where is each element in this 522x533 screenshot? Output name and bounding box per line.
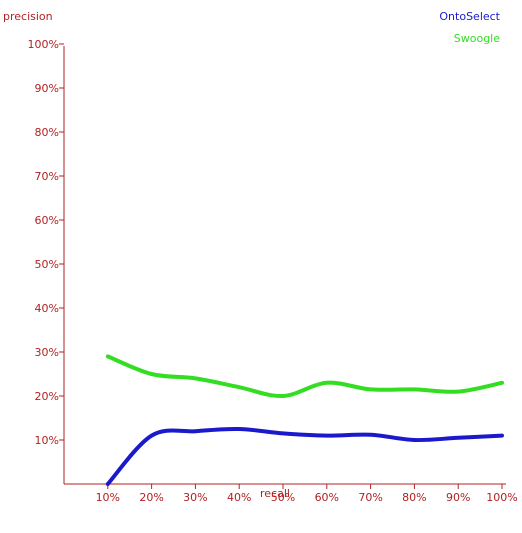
x-tick-label: 20% — [139, 491, 163, 504]
x-tick-label: 10% — [96, 491, 120, 504]
x-tick-label: 90% — [446, 491, 470, 504]
axes — [63, 46, 506, 485]
x-tick-label: 30% — [183, 491, 207, 504]
series-line-swoogle — [105, 354, 504, 399]
x-axis-label: recall — [260, 487, 290, 500]
y-tick-label: 80% — [35, 126, 59, 139]
y-tick-label: 100% — [28, 38, 59, 51]
legend: OntoSelect Swoogle — [439, 10, 500, 45]
x-tick-label: 40% — [227, 491, 251, 504]
y-tick-label: 50% — [35, 258, 59, 271]
y-tick-label: 10% — [35, 434, 59, 447]
x-tick-label: 80% — [402, 491, 426, 504]
x-tick-label: 100% — [486, 491, 517, 504]
x-tick-label: 70% — [358, 491, 382, 504]
x-axis-ticks: 10% 20% 30% 40% 50% 60% 70% 80% 90% 100% — [96, 484, 518, 504]
x-tick-label: 50% — [271, 491, 295, 504]
y-axis-ticks: 10% 20% 30% 40% 50% 60% 70% 80% 90% 100% — [28, 38, 64, 447]
y-tick-label: 20% — [35, 390, 59, 403]
y-tick-label: 40% — [35, 302, 59, 315]
series-lines — [105, 354, 504, 486]
y-tick-label: 30% — [35, 346, 59, 359]
y-tick-label: 60% — [35, 214, 59, 227]
series-line-ontoselect — [105, 426, 504, 486]
legend-item-ontoselect: OntoSelect — [439, 10, 500, 23]
x-tick-label: 60% — [315, 491, 339, 504]
y-tick-label: 90% — [35, 82, 59, 95]
legend-item-swoogle: Swoogle — [454, 32, 500, 45]
y-tick-label: 70% — [35, 170, 59, 183]
y-axis-label: precision — [3, 10, 53, 23]
